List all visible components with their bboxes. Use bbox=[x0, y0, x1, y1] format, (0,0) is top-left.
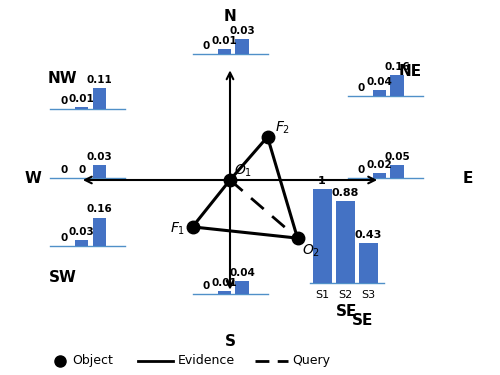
Bar bbox=[218, 50, 231, 54]
Text: $F_1$: $F_1$ bbox=[170, 220, 185, 237]
Text: S1: S1 bbox=[315, 290, 329, 300]
Text: 0.01: 0.01 bbox=[212, 278, 237, 288]
Text: 1: 1 bbox=[318, 176, 326, 186]
Text: 0: 0 bbox=[202, 281, 210, 291]
Bar bbox=[236, 39, 249, 54]
Text: Evidence: Evidence bbox=[178, 354, 234, 367]
Bar bbox=[93, 88, 106, 109]
Text: S: S bbox=[224, 334, 235, 349]
Text: NW: NW bbox=[48, 71, 78, 86]
Bar bbox=[336, 201, 354, 283]
Text: 0.01: 0.01 bbox=[212, 36, 237, 46]
Bar bbox=[218, 291, 231, 294]
Text: S3: S3 bbox=[361, 290, 375, 300]
Text: 0.05: 0.05 bbox=[384, 152, 410, 162]
Text: 0: 0 bbox=[78, 165, 86, 175]
Text: 0: 0 bbox=[358, 165, 365, 175]
Bar bbox=[75, 107, 88, 109]
Text: 0.11: 0.11 bbox=[86, 75, 113, 85]
Text: $O_1$: $O_1$ bbox=[234, 162, 252, 179]
Bar bbox=[390, 165, 404, 178]
Text: 0.01: 0.01 bbox=[69, 94, 94, 104]
Bar bbox=[372, 90, 386, 96]
Text: SE: SE bbox=[336, 304, 357, 319]
Bar bbox=[75, 240, 88, 246]
Text: 0.04: 0.04 bbox=[366, 78, 392, 87]
Text: SE: SE bbox=[352, 313, 373, 328]
Text: 0.03: 0.03 bbox=[86, 152, 113, 162]
Text: 0.03: 0.03 bbox=[229, 26, 255, 36]
Text: 0: 0 bbox=[60, 232, 68, 243]
Text: 0.16: 0.16 bbox=[384, 62, 410, 72]
Text: 0.88: 0.88 bbox=[332, 188, 358, 198]
Text: E: E bbox=[462, 171, 472, 186]
Bar bbox=[390, 75, 404, 96]
Text: 0: 0 bbox=[202, 41, 210, 51]
Bar bbox=[358, 243, 378, 283]
Bar bbox=[93, 165, 106, 178]
Text: $O_2$: $O_2$ bbox=[302, 243, 320, 260]
Bar bbox=[236, 281, 249, 294]
Text: 0: 0 bbox=[358, 82, 365, 93]
Text: Object: Object bbox=[72, 354, 114, 367]
Text: $F_2$: $F_2$ bbox=[275, 119, 290, 136]
Text: 0: 0 bbox=[60, 165, 68, 175]
Text: 0: 0 bbox=[60, 96, 68, 106]
Text: 0.02: 0.02 bbox=[366, 160, 392, 170]
Text: SW: SW bbox=[48, 270, 76, 285]
Text: NE: NE bbox=[398, 64, 421, 79]
Bar bbox=[93, 217, 106, 246]
Text: 0.16: 0.16 bbox=[86, 204, 113, 214]
Bar bbox=[372, 173, 386, 178]
Text: 0.03: 0.03 bbox=[69, 227, 94, 237]
Text: Query: Query bbox=[292, 354, 331, 367]
Text: N: N bbox=[224, 9, 236, 24]
Text: W: W bbox=[24, 171, 41, 186]
Text: 0.04: 0.04 bbox=[229, 268, 255, 278]
Bar bbox=[312, 189, 332, 283]
Text: S2: S2 bbox=[338, 290, 352, 300]
Text: 0.43: 0.43 bbox=[354, 230, 382, 240]
